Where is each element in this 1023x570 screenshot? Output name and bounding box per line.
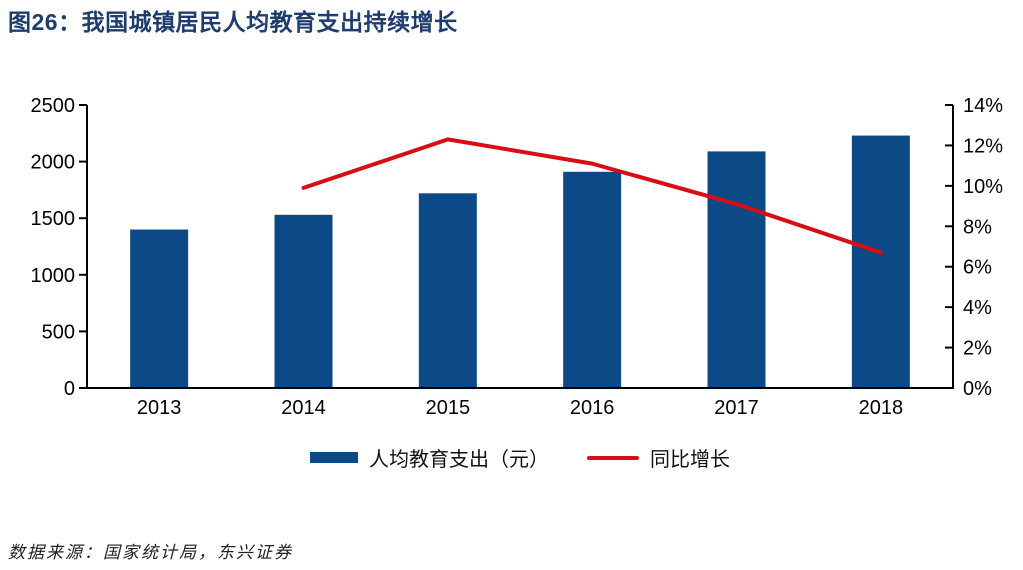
line-series-swatch-icon bbox=[587, 455, 639, 460]
bar-2014 bbox=[274, 214, 333, 388]
left-axis-tick-label: 1000 bbox=[31, 265, 76, 287]
right-axis-tick-label: 2% bbox=[963, 338, 992, 360]
bar-2018 bbox=[851, 135, 910, 388]
right-axis-tick-label: 14% bbox=[963, 95, 1003, 117]
x-axis-label-2015: 2015 bbox=[426, 397, 471, 419]
right-axis-tick-label: 0% bbox=[963, 378, 992, 400]
combo-chart: 0 500 1000 1500 2000 2500 0% 2% 4% 6% 8% 10% 12% 14% 2… bbox=[31, 95, 1004, 419]
figure-title: 图26：我国城镇居民人均教育支出持续增长 bbox=[8, 9, 458, 35]
right-axis-tick-label: 4% bbox=[963, 297, 992, 319]
right-axis-tick-label: 12% bbox=[963, 135, 1003, 157]
left-axis-tick-label: 0 bbox=[64, 378, 75, 400]
x-axis-label-2018: 2018 bbox=[859, 397, 904, 419]
line-series-label: 同比增长 bbox=[650, 447, 730, 471]
chart-area: 0 500 1000 1500 2000 2500 0% 2% 4% 6% 8% 10% 12% 14% 2… bbox=[0, 85, 1023, 430]
x-axis-label-2014: 2014 bbox=[281, 397, 326, 419]
x-axis-label-2016: 2016 bbox=[570, 397, 615, 419]
bar-series-swatch-icon bbox=[310, 452, 358, 463]
left-axis-tick-label: 2000 bbox=[31, 152, 76, 174]
bar-2013 bbox=[130, 229, 189, 388]
left-axis-tick-label: 1500 bbox=[31, 208, 76, 230]
bar-2016 bbox=[563, 171, 622, 388]
bar-2015 bbox=[418, 193, 477, 388]
right-axis-tick-label: 6% bbox=[963, 257, 992, 279]
legend-item-bar: 人均教育支出（元） bbox=[310, 443, 549, 472]
left-axis-tick-label: 2500 bbox=[31, 95, 76, 117]
right-axis-tick-label: 8% bbox=[963, 216, 992, 238]
legend-item-line: 同比增长 bbox=[587, 443, 730, 472]
data-source-note: 数据来源：国家统计局，东兴证券 bbox=[8, 543, 293, 563]
chart-legend: 人均教育支出（元） 同比增长 bbox=[87, 443, 953, 472]
x-axis-label-2013: 2013 bbox=[137, 397, 182, 419]
bar-series-label: 人均教育支出（元） bbox=[369, 447, 549, 471]
left-axis-tick-label: 500 bbox=[42, 321, 75, 343]
right-axis-tick-label: 10% bbox=[963, 176, 1003, 198]
growth-line bbox=[301, 137, 883, 255]
x-axis-label-2017: 2017 bbox=[714, 397, 759, 419]
bar-2017 bbox=[707, 151, 766, 388]
